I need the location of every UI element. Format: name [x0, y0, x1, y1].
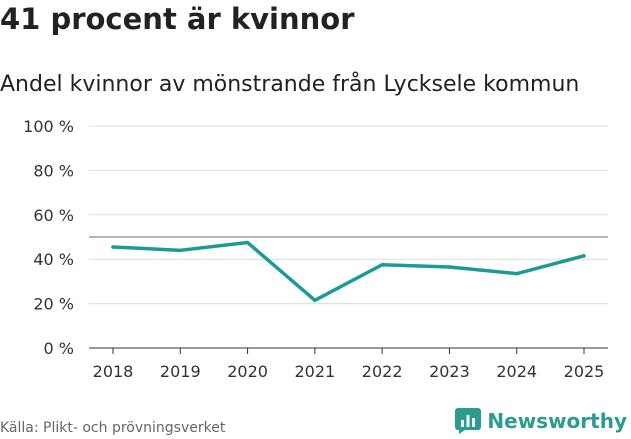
data-point: [313, 298, 317, 302]
data-point: [178, 248, 182, 253]
data-point: [582, 254, 586, 258]
x-tick-label: 2019: [160, 362, 201, 381]
x-tick-label: 2024: [496, 362, 537, 381]
data-point: [515, 271, 519, 276]
line-chart: 0 % 20 % 40 % 60 % 80 % 100 % 2018 2019 2020 2021…: [23, 117, 608, 381]
y-tick-label: 0 %: [44, 339, 74, 358]
y-tick-label: 60 %: [33, 206, 74, 225]
data-point: [111, 245, 115, 249]
x-tick-label: 2023: [429, 362, 470, 381]
source-note: Källa: Plikt- och prövningsverket: [0, 420, 226, 436]
data-point: [245, 240, 250, 245]
x-tick-label: 2021: [294, 362, 335, 381]
bar-chart-logo-icon: [455, 408, 482, 434]
y-tick-label: 100 %: [23, 117, 74, 136]
chart-title: 41 procent är kvinnor: [0, 2, 355, 36]
y-tick-label: 20 %: [33, 295, 74, 314]
y-tick-label: 80 %: [33, 161, 74, 180]
x-tick-label: 2022: [362, 362, 403, 381]
data-point: [447, 265, 452, 269]
x-tick-label: 2020: [227, 362, 268, 381]
series-line: [111, 240, 586, 303]
y-tick-label: 40 %: [33, 250, 74, 269]
x-tick-label: 2025: [564, 362, 605, 381]
brand-name: Newsworthy: [487, 409, 627, 433]
x-tick-label: 2018: [93, 362, 134, 381]
newsworthy-logo: Newsworthy: [455, 408, 627, 434]
data-point: [380, 263, 384, 267]
chart-subtitle: Andel kvinnor av mönstrande från Lycksel…: [0, 72, 580, 97]
